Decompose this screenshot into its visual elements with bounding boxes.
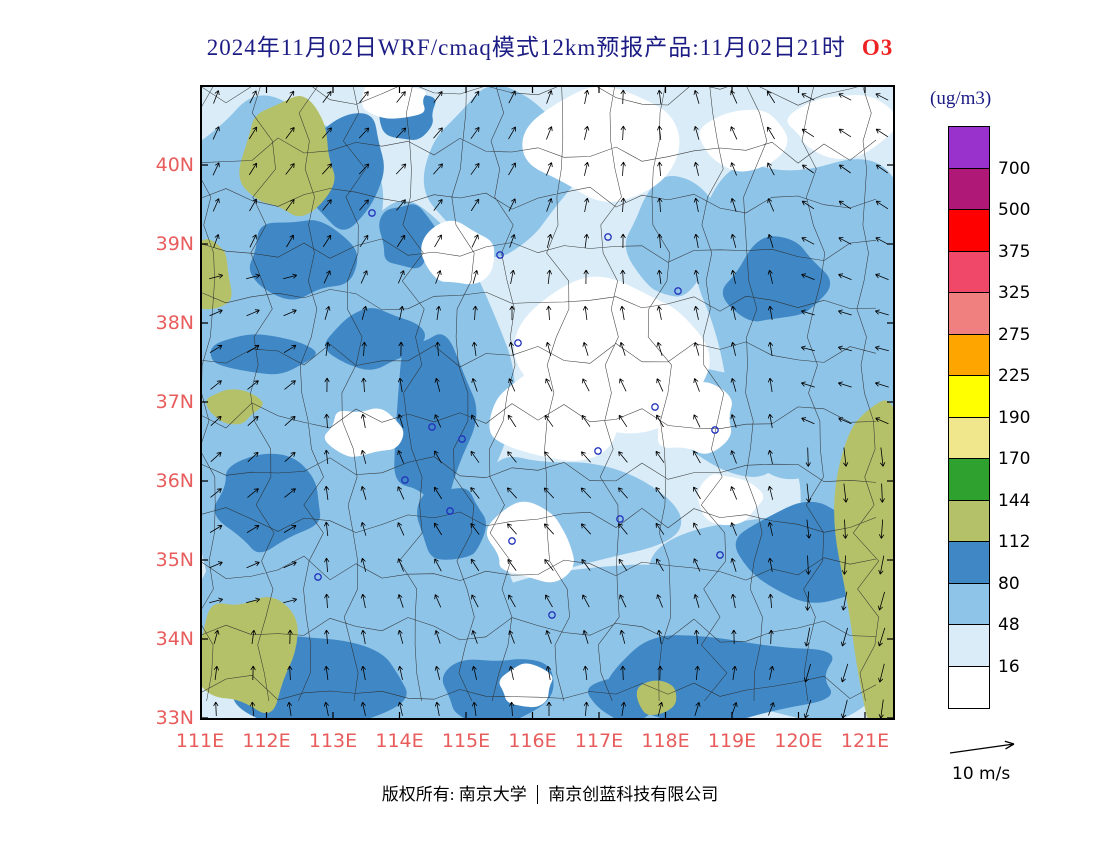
lon-tick-label: 118E (641, 730, 690, 752)
lon-tick-label: 115E (441, 730, 491, 752)
footer-divider-icon (536, 785, 539, 804)
colorbar-segment (949, 542, 989, 584)
colorbar-segment (949, 417, 989, 459)
colorbar-level-label: 375 (998, 241, 1031, 262)
colorbar-segment (949, 127, 989, 169)
copyright-company: 南京创蓝科技有限公司 (548, 785, 719, 804)
city-markers (314, 209, 724, 619)
colorbar-level-label: 500 (998, 200, 1031, 220)
wind-reference: 10 m/s (948, 736, 1058, 786)
colorbar-level-label: 16 (998, 656, 1020, 677)
axis-ticks (200, 85, 895, 720)
lon-tick-label: 113E (308, 730, 358, 752)
lon-tick-label: 112E (242, 730, 291, 752)
lon-tick-label: 119E (707, 730, 757, 752)
fill-80-112 (210, 90, 895, 720)
lon-tick-label: 120E (774, 730, 823, 752)
colorbar-level-label: 225 (998, 366, 1031, 386)
title-text: 2024年11月02日WRF/cmaq模式12km预报产品:11月02日21时 (206, 35, 846, 60)
copyright-footer: 版权所有: 南京大学 南京创蓝科技有限公司 (0, 780, 1100, 805)
lat-tick-label: 36N (155, 470, 194, 492)
colorbar-segment (949, 293, 989, 335)
colorbar-segment (949, 500, 989, 542)
lat-tick-label: 34N (155, 628, 194, 650)
pollutant-label: O3 (861, 35, 894, 60)
lat-tick-label: 38N (155, 312, 194, 334)
admin-boundaries (200, 85, 880, 702)
lat-tick-label: 40N (155, 154, 194, 176)
colorbar-level-label: 700 (998, 158, 1031, 179)
lat-tick-label: 39N (155, 233, 194, 255)
lon-tick-label: 117E (574, 730, 624, 752)
wind-vectors (209, 89, 889, 719)
colorbar-level-label: 275 (998, 324, 1031, 345)
colorbar-segment (949, 666, 989, 708)
lon-tick-label: 114E (375, 730, 424, 752)
colorbar-level-label: 170 (998, 449, 1031, 469)
colorbar-level-label: 190 (998, 407, 1031, 428)
copyright-owner: 版权所有: 南京大学 (381, 785, 527, 804)
page-title: 2024年11月02日WRF/cmaq模式12km预报产品:11月02日21时 O… (0, 28, 1100, 62)
lon-tick-label: 116E (508, 730, 557, 752)
colorbar-segment (949, 334, 989, 376)
lon-tick-label: 121E (840, 730, 890, 752)
lat-tick-label: 33N (155, 707, 194, 729)
wind-reference-arrow-icon (949, 740, 1015, 754)
colorbar-segment (949, 583, 989, 625)
colorbar-segment (949, 625, 989, 667)
colorbar-level-label: 80 (998, 573, 1020, 594)
colorbar-level-label: 144 (998, 490, 1031, 511)
lat-tick-label: 35N (155, 549, 194, 571)
colorbar-segment (949, 459, 989, 501)
wind-reference-label: 10 m/s (952, 764, 1011, 784)
colorbar-segment (949, 251, 989, 293)
colorbar-level-label: 112 (998, 532, 1031, 552)
colorbar (948, 126, 990, 709)
map-content (200, 85, 895, 720)
lon-tick-label: 111E (175, 730, 225, 752)
colorbar-units: (ug/m3) (930, 88, 992, 109)
colorbar-level-label: 325 (998, 283, 1031, 303)
colorbar-segment (949, 376, 989, 418)
forecast-map (200, 85, 895, 720)
colorbar-level-label: 48 (998, 615, 1020, 635)
colorbar-segment (949, 210, 989, 252)
lat-tick-label: 37N (155, 391, 194, 413)
colorbar-segment (949, 168, 989, 210)
